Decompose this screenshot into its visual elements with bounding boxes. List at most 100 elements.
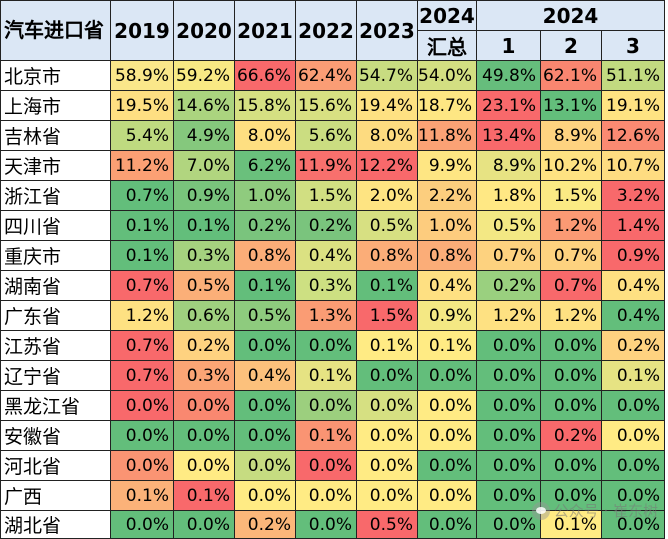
data-cell: 49.8%: [476, 60, 542, 91]
data-cell: 0.0%: [110, 510, 174, 539]
data-cell: 7.0%: [173, 150, 235, 181]
col-header-month-1: 1: [476, 30, 542, 61]
data-cell: 0.0%: [476, 450, 542, 481]
data-cell: 0.0%: [356, 480, 418, 511]
data-cell: 0.7%: [110, 180, 174, 211]
data-cell: 0.5%: [173, 270, 235, 301]
data-cell: 1.8%: [476, 180, 542, 211]
data-cell: 1.5%: [540, 180, 603, 211]
data-cell: 1.2%: [110, 300, 174, 331]
data-cell: 0.0%: [416, 450, 478, 481]
col-header-month-2: 2: [540, 30, 603, 61]
table-row: 黑龙江省 0.0% 0.0% 0.0% 0.0% 0.0% 0.0% 0.0% 0.0% 0.0%: [0, 390, 666, 421]
data-cell: 0.0%: [356, 450, 418, 481]
data-cell: 0.0%: [601, 510, 666, 539]
data-cell: 0.6%: [173, 300, 235, 331]
data-cell: 1.2%: [540, 300, 603, 331]
col-header-2020: 2020: [173, 0, 235, 61]
data-cell: 0.7%: [110, 330, 174, 361]
row-label: 广东省: [0, 300, 111, 331]
data-cell: 0.0%: [234, 330, 296, 361]
data-cell: 0.5%: [234, 300, 296, 331]
row-label: 重庆市: [0, 240, 111, 271]
col-header-2021: 2021: [234, 0, 296, 61]
data-cell: 0.0%: [601, 480, 666, 511]
data-cell: 1.0%: [416, 210, 478, 241]
row-label: 辽宁省: [0, 360, 111, 391]
data-cell: 0.1%: [540, 510, 603, 539]
data-cell: 0.0%: [234, 480, 296, 511]
data-cell: 0.0%: [476, 390, 542, 421]
data-cell: 58.9%: [110, 60, 174, 91]
table-row: 重庆市 0.1% 0.3% 0.8% 0.4% 0.8% 0.8% 0.7% 0.7% 0.9%: [0, 240, 666, 271]
row-label: 安徽省: [0, 420, 111, 451]
corner-label: 汽车进口省: [0, 0, 111, 61]
data-cell: 0.0%: [356, 360, 418, 391]
table-row: 吉林省 5.4% 4.9% 8.0% 5.6% 8.0% 11.8% 13.4% 8.9% 12.…: [0, 120, 666, 151]
col-header-2024-total-top: 2024: [416, 0, 478, 31]
data-cell: 0.0%: [476, 330, 542, 361]
data-cell: 0.0%: [110, 420, 174, 451]
data-cell: 0.5%: [356, 210, 418, 241]
data-cell: 0.0%: [173, 420, 235, 451]
data-cell: 19.1%: [601, 90, 666, 121]
row-label: 广西: [0, 480, 111, 511]
data-cell: 15.8%: [234, 90, 296, 121]
table-row: 安徽省 0.0% 0.0% 0.0% 0.1% 0.0% 0.0% 0.0% 0.2% 0.0%: [0, 420, 666, 451]
data-cell: 0.0%: [295, 480, 357, 511]
data-cell: 0.0%: [416, 420, 478, 451]
table-row: 浙江省 0.7% 0.9% 1.0% 1.5% 2.0% 2.2% 1.8% 1.5% 3.2%: [0, 180, 666, 211]
table-row: 四川省 0.1% 0.1% 0.2% 0.2% 0.5% 1.0% 0.5% 1.2% 1.4%: [0, 210, 666, 241]
data-cell: 0.2%: [540, 420, 603, 451]
data-cell: 0.0%: [540, 360, 603, 391]
data-cell: 62.1%: [540, 60, 603, 91]
data-cell: 0.0%: [601, 420, 666, 451]
data-cell: 2.2%: [416, 180, 478, 211]
data-cell: 11.9%: [295, 150, 357, 181]
data-cell: 0.0%: [601, 390, 666, 421]
table-row: 湖北省 0.0% 0.0% 0.2% 0.0% 0.5% 0.0% 0.0% 0.1% 0.0%: [0, 510, 666, 539]
data-cell: 0.0%: [540, 480, 603, 511]
data-cell: 0.1%: [295, 360, 357, 391]
data-cell: 8.0%: [356, 120, 418, 151]
data-cell: 14.6%: [173, 90, 235, 121]
row-label: 四川省: [0, 210, 111, 241]
data-cell: 51.1%: [601, 60, 666, 91]
data-cell: 12.6%: [601, 120, 666, 151]
data-cell: 0.0%: [234, 390, 296, 421]
data-cell: 1.2%: [476, 300, 542, 331]
data-cell: 0.7%: [110, 360, 174, 391]
data-cell: 0.0%: [110, 390, 174, 421]
row-label: 黑龙江省: [0, 390, 111, 421]
row-label: 上海市: [0, 90, 111, 121]
data-cell: 1.0%: [234, 180, 296, 211]
table-row: 广东省 1.2% 0.6% 0.5% 1.3% 1.5% 0.9% 1.2% 1.2% 0.4%: [0, 300, 666, 331]
data-cell: 0.1%: [173, 210, 235, 241]
data-cell: 0.0%: [110, 450, 174, 481]
data-cell: 10.7%: [601, 150, 666, 181]
data-cell: 0.5%: [356, 510, 418, 539]
data-cell: 8.9%: [476, 150, 542, 181]
col-group-2024-months: 2024: [476, 0, 666, 31]
data-cell: 0.8%: [234, 240, 296, 271]
data-cell: 1.3%: [295, 300, 357, 331]
data-cell: 0.9%: [601, 240, 666, 271]
data-cell: 0.1%: [295, 420, 357, 451]
data-cell: 12.2%: [356, 150, 418, 181]
data-cell: 0.8%: [416, 240, 478, 271]
data-cell: 1.2%: [540, 210, 603, 241]
data-cell: 0.7%: [110, 270, 174, 301]
data-cell: 0.0%: [476, 360, 542, 391]
data-cell: 0.7%: [540, 240, 603, 271]
data-cell: 5.6%: [295, 120, 357, 151]
data-cell: 8.0%: [234, 120, 296, 151]
row-label: 浙江省: [0, 180, 111, 211]
data-cell: 0.1%: [416, 330, 478, 361]
data-cell: 13.4%: [476, 120, 542, 151]
data-cell: 0.1%: [110, 480, 174, 511]
data-cell: 0.4%: [295, 240, 357, 271]
data-cell: 0.0%: [295, 390, 357, 421]
data-cell: 59.2%: [173, 60, 235, 91]
data-cell: 0.8%: [356, 240, 418, 271]
